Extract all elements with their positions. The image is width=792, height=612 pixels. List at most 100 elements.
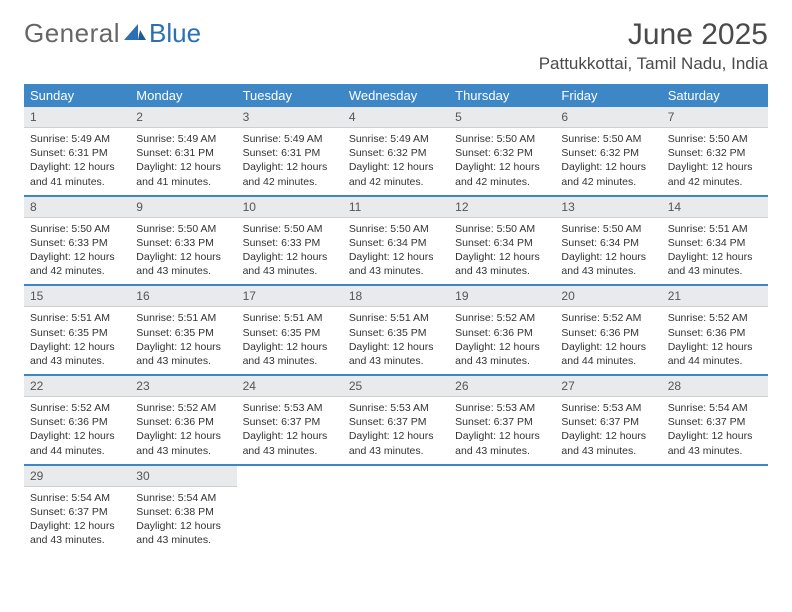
- daylight-line: Daylight: 12 hours and 43 minutes.: [243, 250, 337, 278]
- sunrise-line: Sunrise: 5:54 AM: [30, 491, 124, 505]
- sunset-line: Sunset: 6:32 PM: [455, 146, 549, 160]
- daylight-line: Daylight: 12 hours and 43 minutes.: [455, 340, 549, 368]
- day-number: 8: [24, 197, 130, 218]
- day-cell: Sunrise: 5:49 AMSunset: 6:31 PMDaylight:…: [237, 128, 343, 197]
- day-cell: Sunrise: 5:49 AMSunset: 6:31 PMDaylight:…: [24, 128, 130, 197]
- weekday-header: Saturday: [662, 84, 768, 107]
- day-cell: [449, 487, 555, 554]
- sunrise-line: Sunrise: 5:50 AM: [30, 222, 124, 236]
- day-number: 1: [24, 107, 130, 128]
- day-number: 11: [343, 197, 449, 218]
- daylight-line: Daylight: 12 hours and 41 minutes.: [136, 160, 230, 188]
- day-number: [555, 466, 661, 487]
- day-cell: Sunrise: 5:52 AMSunset: 6:36 PMDaylight:…: [24, 397, 130, 466]
- sunrise-line: Sunrise: 5:50 AM: [561, 132, 655, 146]
- day-number: 5: [449, 107, 555, 128]
- sunset-line: Sunset: 6:31 PM: [136, 146, 230, 160]
- daylight-line: Daylight: 12 hours and 43 minutes.: [561, 429, 655, 457]
- sunrise-line: Sunrise: 5:52 AM: [668, 311, 762, 325]
- sunset-line: Sunset: 6:31 PM: [243, 146, 337, 160]
- sunset-line: Sunset: 6:36 PM: [455, 326, 549, 340]
- day-cell: Sunrise: 5:51 AMSunset: 6:34 PMDaylight:…: [662, 218, 768, 287]
- sunset-line: Sunset: 6:33 PM: [30, 236, 124, 250]
- day-cell: [555, 487, 661, 554]
- day-number: 10: [237, 197, 343, 218]
- day-number: 17: [237, 286, 343, 307]
- day-number: 15: [24, 286, 130, 307]
- day-cell: Sunrise: 5:52 AMSunset: 6:36 PMDaylight:…: [662, 307, 768, 376]
- sunset-line: Sunset: 6:37 PM: [243, 415, 337, 429]
- sunrise-line: Sunrise: 5:53 AM: [243, 401, 337, 415]
- sunrise-line: Sunrise: 5:51 AM: [243, 311, 337, 325]
- sunset-line: Sunset: 6:37 PM: [561, 415, 655, 429]
- day-cell: [237, 487, 343, 554]
- sunset-line: Sunset: 6:33 PM: [243, 236, 337, 250]
- sunrise-line: Sunrise: 5:52 AM: [561, 311, 655, 325]
- day-cell: Sunrise: 5:54 AMSunset: 6:38 PMDaylight:…: [130, 487, 236, 554]
- daylight-line: Daylight: 12 hours and 41 minutes.: [30, 160, 124, 188]
- weekday-header: Thursday: [449, 84, 555, 107]
- daylight-line: Daylight: 12 hours and 43 minutes.: [668, 250, 762, 278]
- day-cell: Sunrise: 5:50 AMSunset: 6:33 PMDaylight:…: [130, 218, 236, 287]
- day-number: [343, 466, 449, 487]
- logo-text-blue: Blue: [149, 18, 201, 49]
- weekday-header: Tuesday: [237, 84, 343, 107]
- sunset-line: Sunset: 6:32 PM: [561, 146, 655, 160]
- sunset-line: Sunset: 6:37 PM: [455, 415, 549, 429]
- day-number: 7: [662, 107, 768, 128]
- sunrise-line: Sunrise: 5:54 AM: [668, 401, 762, 415]
- sunrise-line: Sunrise: 5:52 AM: [30, 401, 124, 415]
- day-cell: Sunrise: 5:53 AMSunset: 6:37 PMDaylight:…: [343, 397, 449, 466]
- sunset-line: Sunset: 6:34 PM: [455, 236, 549, 250]
- day-number: 6: [555, 107, 661, 128]
- page-header: General Blue June 2025 Pattukkottai, Tam…: [24, 18, 768, 74]
- sunset-line: Sunset: 6:37 PM: [30, 505, 124, 519]
- daylight-line: Daylight: 12 hours and 44 minutes.: [30, 429, 124, 457]
- day-cell: Sunrise: 5:49 AMSunset: 6:32 PMDaylight:…: [343, 128, 449, 197]
- sunrise-line: Sunrise: 5:52 AM: [455, 311, 549, 325]
- daylight-line: Daylight: 12 hours and 42 minutes.: [243, 160, 337, 188]
- logo: General Blue: [24, 18, 201, 49]
- day-number: 14: [662, 197, 768, 218]
- daylight-line: Daylight: 12 hours and 42 minutes.: [349, 160, 443, 188]
- day-number: 22: [24, 376, 130, 397]
- day-cell: Sunrise: 5:51 AMSunset: 6:35 PMDaylight:…: [24, 307, 130, 376]
- day-cell: Sunrise: 5:50 AMSunset: 6:33 PMDaylight:…: [237, 218, 343, 287]
- daylight-line: Daylight: 12 hours and 42 minutes.: [561, 160, 655, 188]
- daylight-line: Daylight: 12 hours and 44 minutes.: [668, 340, 762, 368]
- day-number: [662, 466, 768, 487]
- day-number: 16: [130, 286, 236, 307]
- day-number: 12: [449, 197, 555, 218]
- day-number: 20: [555, 286, 661, 307]
- day-cell: Sunrise: 5:53 AMSunset: 6:37 PMDaylight:…: [555, 397, 661, 466]
- sunset-line: Sunset: 6:36 PM: [136, 415, 230, 429]
- sunset-line: Sunset: 6:34 PM: [349, 236, 443, 250]
- sunset-line: Sunset: 6:35 PM: [349, 326, 443, 340]
- sunrise-line: Sunrise: 5:53 AM: [349, 401, 443, 415]
- sunrise-line: Sunrise: 5:53 AM: [561, 401, 655, 415]
- daylight-line: Daylight: 12 hours and 43 minutes.: [349, 340, 443, 368]
- day-cell: Sunrise: 5:52 AMSunset: 6:36 PMDaylight:…: [130, 397, 236, 466]
- sunset-line: Sunset: 6:37 PM: [349, 415, 443, 429]
- day-cell: Sunrise: 5:50 AMSunset: 6:32 PMDaylight:…: [662, 128, 768, 197]
- sunrise-line: Sunrise: 5:50 AM: [561, 222, 655, 236]
- sunset-line: Sunset: 6:33 PM: [136, 236, 230, 250]
- sunset-line: Sunset: 6:31 PM: [30, 146, 124, 160]
- day-number: 4: [343, 107, 449, 128]
- title-block: June 2025 Pattukkottai, Tamil Nadu, Indi…: [539, 18, 768, 74]
- day-number: 18: [343, 286, 449, 307]
- weekday-header: Wednesday: [343, 84, 449, 107]
- sunrise-line: Sunrise: 5:51 AM: [136, 311, 230, 325]
- day-number: 30: [130, 466, 236, 487]
- sunrise-line: Sunrise: 5:50 AM: [243, 222, 337, 236]
- sunrise-line: Sunrise: 5:49 AM: [349, 132, 443, 146]
- day-number: 25: [343, 376, 449, 397]
- daylight-line: Daylight: 12 hours and 42 minutes.: [455, 160, 549, 188]
- day-cell: Sunrise: 5:50 AMSunset: 6:34 PMDaylight:…: [555, 218, 661, 287]
- weekday-header: Friday: [555, 84, 661, 107]
- day-number: 26: [449, 376, 555, 397]
- day-number: [449, 466, 555, 487]
- day-number: 28: [662, 376, 768, 397]
- day-cell: Sunrise: 5:52 AMSunset: 6:36 PMDaylight:…: [555, 307, 661, 376]
- day-cell: [662, 487, 768, 554]
